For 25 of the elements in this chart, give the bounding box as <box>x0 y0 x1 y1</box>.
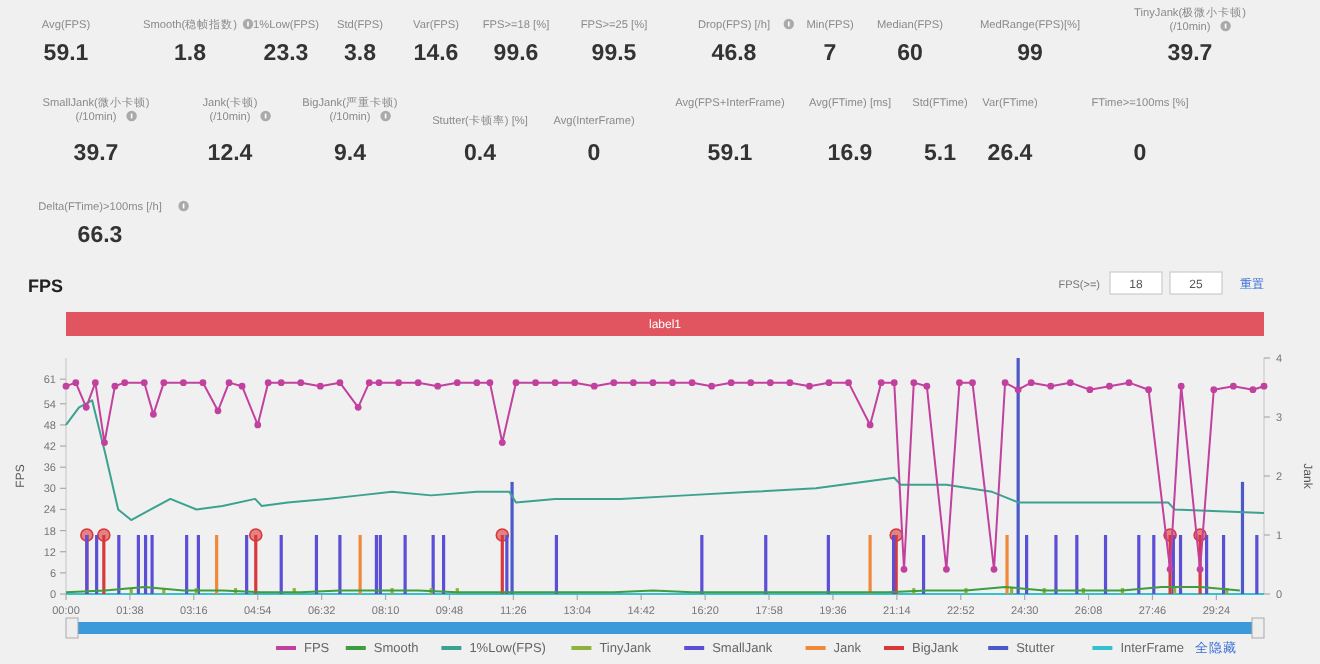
data-label: 46.8 <box>711 42 758 66</box>
chart-title: FPS <box>28 276 64 296</box>
data-label: 26.4 <box>987 142 1034 166</box>
data-label: 59.1 <box>707 142 754 166</box>
data-label: 9.4 <box>334 142 368 166</box>
data-label: 14.6 <box>413 42 459 66</box>
data-label: 39.7 <box>1167 42 1213 66</box>
data-label: 39.7 <box>73 142 119 166</box>
data-label: 23.3 <box>263 42 309 66</box>
data-label: 60 <box>897 42 923 66</box>
data-label: 99.5 <box>591 42 638 66</box>
data-label: 5.1 <box>924 142 958 166</box>
data-label: 66.3 <box>77 224 123 248</box>
data-label: 59.1 <box>43 42 90 66</box>
data-label: 0 <box>587 142 601 166</box>
data-label: 0 <box>1133 142 1147 166</box>
data-label: 1.8 <box>174 42 208 66</box>
data-label: 0.4 <box>464 142 498 166</box>
line-series <box>65 399 1265 522</box>
data-label: 12.4 <box>207 142 254 166</box>
data-label: 3.8 <box>344 42 378 66</box>
data-label: 99.6 <box>493 42 539 66</box>
data-label: 99 <box>1017 42 1043 66</box>
data-label: 16.9 <box>827 142 873 166</box>
data-label: 7 <box>823 42 837 66</box>
